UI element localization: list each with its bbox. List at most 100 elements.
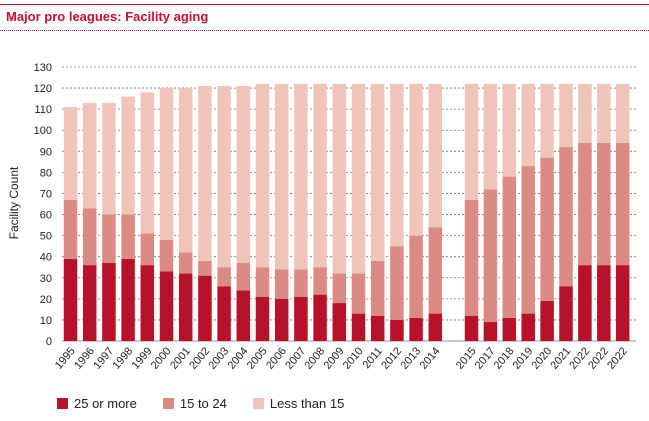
y-tick-label: 40 xyxy=(40,252,52,264)
y-tick-label: 50 xyxy=(40,231,52,243)
legend-swatch-15-to-24 xyxy=(162,398,174,409)
x-tick-label: 2022 xyxy=(586,345,611,371)
bar-segment xyxy=(313,294,327,341)
bar-segment xyxy=(82,208,97,266)
bar-segment xyxy=(63,199,78,259)
bar-segment xyxy=(217,286,231,341)
bar-segment xyxy=(351,273,366,314)
legend-item-25-or-more: 25 or more xyxy=(57,396,137,411)
bar-segment xyxy=(140,265,155,341)
bar-segment xyxy=(121,214,135,259)
bar-segment xyxy=(370,260,385,316)
bar-segment xyxy=(615,142,630,266)
bar-segment xyxy=(464,83,479,200)
bar-segment xyxy=(294,269,308,297)
x-tick-label: 2011 xyxy=(361,345,385,371)
bar-segment xyxy=(390,319,404,341)
x-tick-label: 2006 xyxy=(264,345,289,371)
bar-segment xyxy=(615,83,630,143)
bar-segment xyxy=(390,83,404,247)
bar-segment xyxy=(140,233,155,266)
bar-segment xyxy=(236,290,251,341)
x-tick-label: 2004 xyxy=(226,345,251,371)
y-tick-label: 100 xyxy=(34,125,52,137)
x-tick-label: 2022 xyxy=(605,345,630,371)
x-tick-label: 2002 xyxy=(187,345,212,371)
x-tick-label: 2012 xyxy=(379,345,404,371)
bar-segment xyxy=(198,85,212,261)
bar-segment xyxy=(294,83,308,270)
bar-segment xyxy=(178,252,193,274)
bar-segment xyxy=(351,83,366,274)
y-tick-label: 30 xyxy=(40,273,52,285)
x-tick-label: 2007 xyxy=(283,345,308,371)
gridlines xyxy=(62,66,636,342)
y-tick-label: 120 xyxy=(34,83,52,95)
x-tick-label: 2022 xyxy=(567,345,592,371)
bar-segment xyxy=(236,85,251,264)
bar-segment xyxy=(140,92,155,234)
legend-item-15-to-24: 15 to 24 xyxy=(162,396,227,411)
x-tick-label: 2001 xyxy=(168,345,193,371)
x-tick-label: 2009 xyxy=(322,345,347,371)
y-axis-label: Facility Count xyxy=(7,166,21,239)
bar-segment xyxy=(178,88,193,253)
x-axis: 1995199619971998199920002001200220032004… xyxy=(53,345,630,371)
bar-segment xyxy=(483,83,498,190)
legend-item-less-than-15: Less than 15 xyxy=(252,396,345,411)
legend-label-25-or-more: 25 or more xyxy=(74,396,137,411)
bar-segment xyxy=(390,246,404,320)
x-tick-label: 2008 xyxy=(302,345,327,371)
bar-segment xyxy=(428,83,443,228)
x-tick-label: 2019 xyxy=(511,345,536,371)
bar-segment xyxy=(255,296,270,341)
bar-segment xyxy=(502,83,517,177)
x-tick-label: 2000 xyxy=(149,345,174,371)
bar-segment xyxy=(521,313,535,341)
legend: 25 or more 15 to 24 Less than 15 xyxy=(57,396,370,411)
bar-segment xyxy=(409,83,423,236)
bar-segment xyxy=(313,267,327,295)
x-tick-label: 1995 xyxy=(53,345,78,371)
legend-swatch-less-than-15 xyxy=(252,398,264,409)
bar-segment xyxy=(559,286,573,341)
bar-segment xyxy=(159,88,174,240)
bar-segment xyxy=(159,271,174,341)
bar-segment xyxy=(102,102,116,215)
bar-segment xyxy=(428,227,443,314)
bar-segment xyxy=(63,258,78,341)
title-top-rule xyxy=(0,4,649,5)
bar-segment xyxy=(82,102,97,209)
bar-segment xyxy=(559,83,573,148)
x-tick-label: 1997 xyxy=(91,345,116,371)
bar-segment xyxy=(217,267,231,287)
y-tick-label: 70 xyxy=(40,188,52,200)
bar-segment xyxy=(121,96,135,215)
bar-segment xyxy=(502,317,517,341)
bar-segment xyxy=(521,83,535,167)
y-tick-label: 20 xyxy=(40,294,52,306)
bar-segment xyxy=(540,157,554,301)
x-tick-label: 1999 xyxy=(130,345,155,371)
bar-segment xyxy=(274,269,289,299)
x-tick-label: 2013 xyxy=(398,345,423,371)
bar-segment xyxy=(351,313,366,341)
x-tick-label: 1996 xyxy=(72,345,97,371)
legend-label-less-than-15: Less than 15 xyxy=(269,396,345,411)
bar-segment xyxy=(615,265,630,341)
bar-segment xyxy=(521,166,535,314)
x-tick-label: 2017 xyxy=(473,345,498,371)
bar-segment xyxy=(332,83,347,274)
bar-segment xyxy=(409,235,423,318)
bar-segment xyxy=(540,300,554,341)
bar-segment xyxy=(370,83,385,261)
y-tick-label: 60 xyxy=(40,210,52,222)
bar-segment xyxy=(578,83,592,143)
x-tick-label: 2003 xyxy=(206,345,231,371)
x-tick-label: 1998 xyxy=(110,345,135,371)
legend-swatch-25-or-more xyxy=(57,398,68,409)
bar-segment xyxy=(198,260,212,276)
bar-segment xyxy=(428,313,443,341)
bar-segment xyxy=(409,317,423,341)
x-tick-label: 2015 xyxy=(454,345,479,371)
